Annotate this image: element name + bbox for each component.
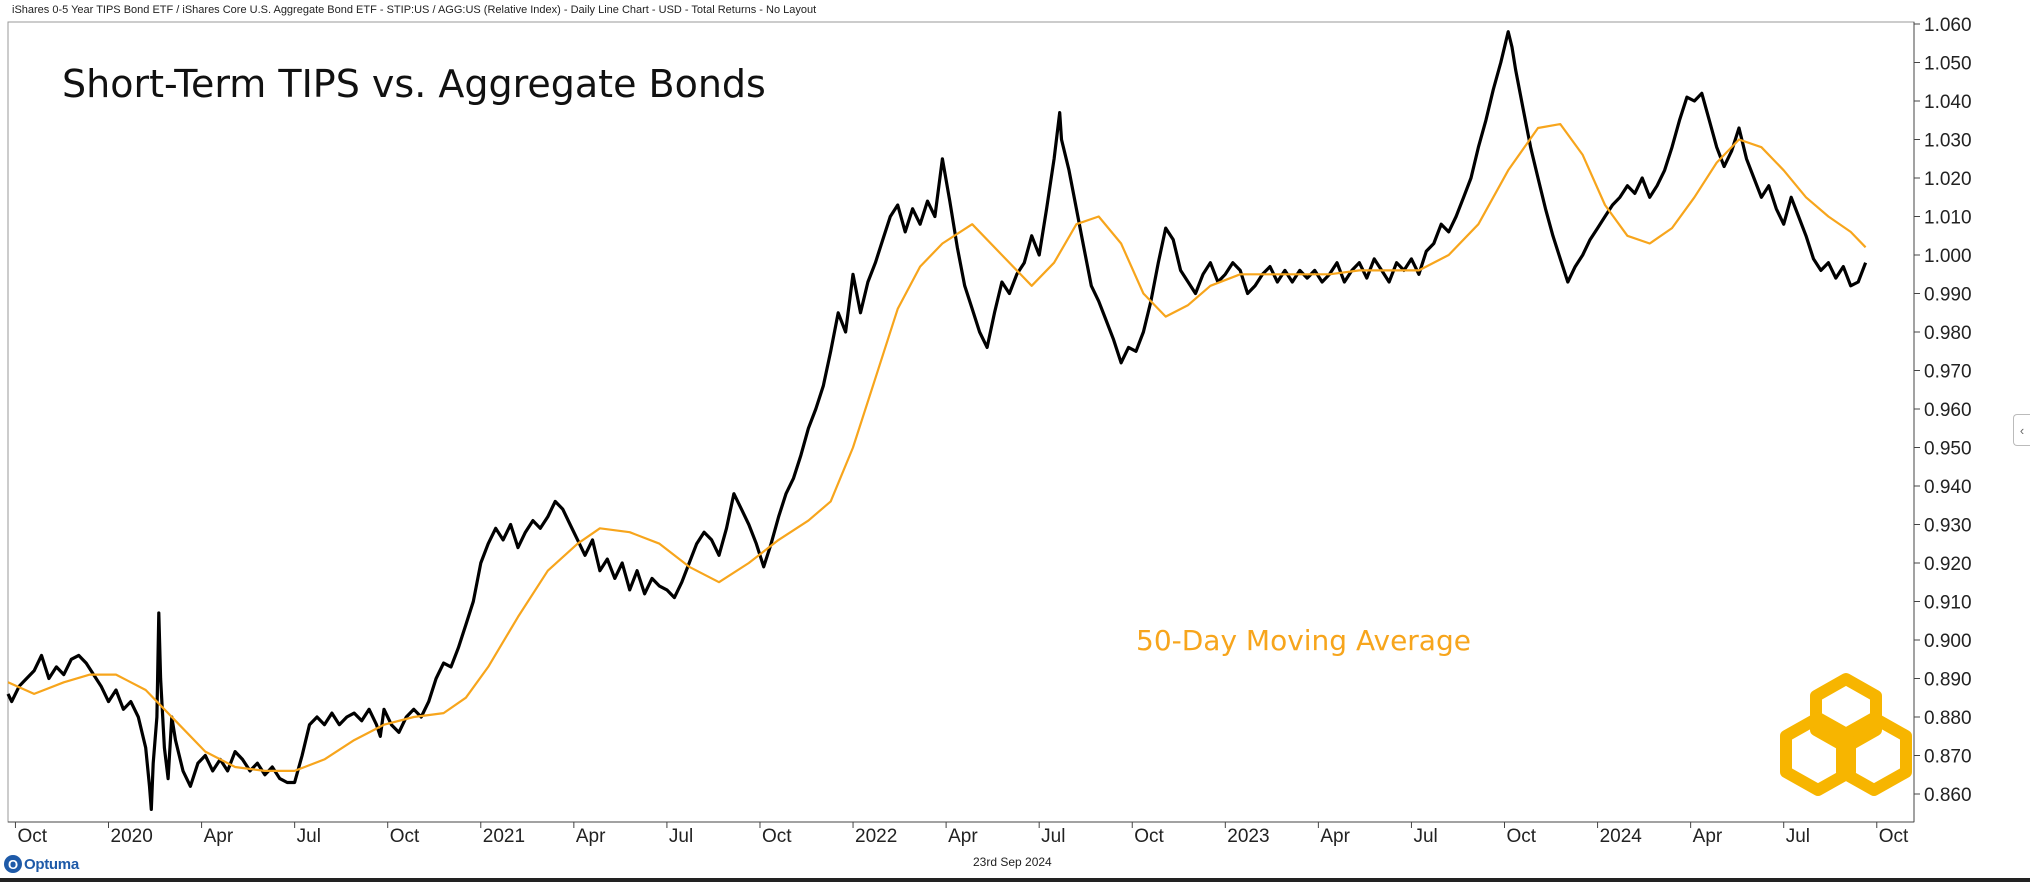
y-tick-label: 1.050 (1924, 54, 1972, 75)
y-tick-label: 0.940 (1924, 477, 1972, 498)
y-tick-label: 0.870 (1924, 747, 1972, 768)
x-tick-label: Apr (576, 826, 606, 847)
x-tick-label: Jul (669, 826, 693, 847)
y-tick-label: 0.920 (1924, 554, 1972, 575)
side-panel-toggle[interactable]: ‹ (2013, 414, 2030, 446)
y-tick-label: 1.060 (1924, 15, 1972, 36)
x-tick-label: Jul (1786, 826, 1810, 847)
x-tick-label: 2021 (483, 826, 525, 847)
y-tick-label: 0.860 (1924, 785, 1972, 806)
x-tick-label: Oct (1879, 826, 1909, 847)
x-tick-label: Jul (1041, 826, 1065, 847)
x-tick-label: 2024 (1600, 826, 1643, 847)
x-tick-label: 2022 (855, 826, 897, 847)
y-tick-label: 0.970 (1924, 362, 1972, 383)
y-tick-label: 0.990 (1924, 285, 1972, 306)
x-tick-label: Jul (297, 826, 321, 847)
x-tick-label: Apr (1693, 826, 1723, 847)
x-tick-label: Apr (204, 826, 234, 847)
x-tick-label: Apr (1320, 826, 1350, 847)
y-tick-label: 1.000 (1924, 246, 1972, 267)
moving-average-label: 50-Day Moving Average (1136, 624, 1471, 657)
x-axis-ticks: Oct 2020 Apr Jul Oct 2021 Apr Jul Oct 2022 Apr Jul O… (14, 822, 1909, 847)
y-tick-label: 1.020 (1924, 169, 1972, 190)
bottom-border (0, 878, 2030, 882)
optuma-logo: O Optuma (4, 853, 79, 875)
y-tick-label: 0.910 (1924, 593, 1972, 614)
relative-price-line (6, 30, 1868, 811)
x-tick-label: Oct (1507, 826, 1537, 847)
x-tick-label: 2023 (1227, 826, 1269, 847)
x-tick-label: Apr (948, 826, 978, 847)
y-tick-label: 0.960 (1924, 400, 1972, 421)
y-tick-label: 1.030 (1924, 131, 1972, 152)
plot-area-border (7, 21, 1915, 823)
y-tick-label: 1.040 (1924, 92, 1972, 113)
chart-title: Short-Term TIPS vs. Aggregate Bonds (62, 62, 766, 106)
x-tick-label: Oct (17, 826, 47, 847)
y-tick-label: 0.930 (1924, 516, 1972, 537)
logo-hex-right (1836, 712, 1912, 796)
y-tick-label: 0.980 (1924, 323, 1972, 344)
y-tick-label: 0.890 (1924, 670, 1972, 691)
chart-header: iShares 0-5 Year TIPS Bond ETF / iShares… (12, 4, 817, 16)
brand-logo-icon (1780, 673, 1912, 796)
moving-average-line (7, 123, 1867, 772)
y-tick-label: 0.950 (1924, 439, 1972, 460)
optuma-brand-text: Optuma (24, 855, 79, 873)
x-tick-label: Oct (762, 826, 792, 847)
y-tick-label: 0.900 (1924, 631, 1972, 652)
y-axis-ticks: 0.860 0.870 0.880 0.890 0.900 0.910 0.920 0.930… (1914, 15, 1972, 806)
optuma-mark-icon: O (4, 855, 22, 873)
y-tick-label: 1.010 (1924, 208, 1972, 229)
footer-date: 23rd Sep 2024 (973, 855, 1052, 869)
x-tick-label: Jul (1413, 826, 1437, 847)
series-group (6, 30, 1868, 811)
x-tick-label: Oct (390, 826, 420, 847)
x-tick-label: 2020 (111, 826, 153, 847)
x-tick-label: Oct (1134, 826, 1164, 847)
y-tick-label: 0.880 (1924, 708, 1972, 729)
